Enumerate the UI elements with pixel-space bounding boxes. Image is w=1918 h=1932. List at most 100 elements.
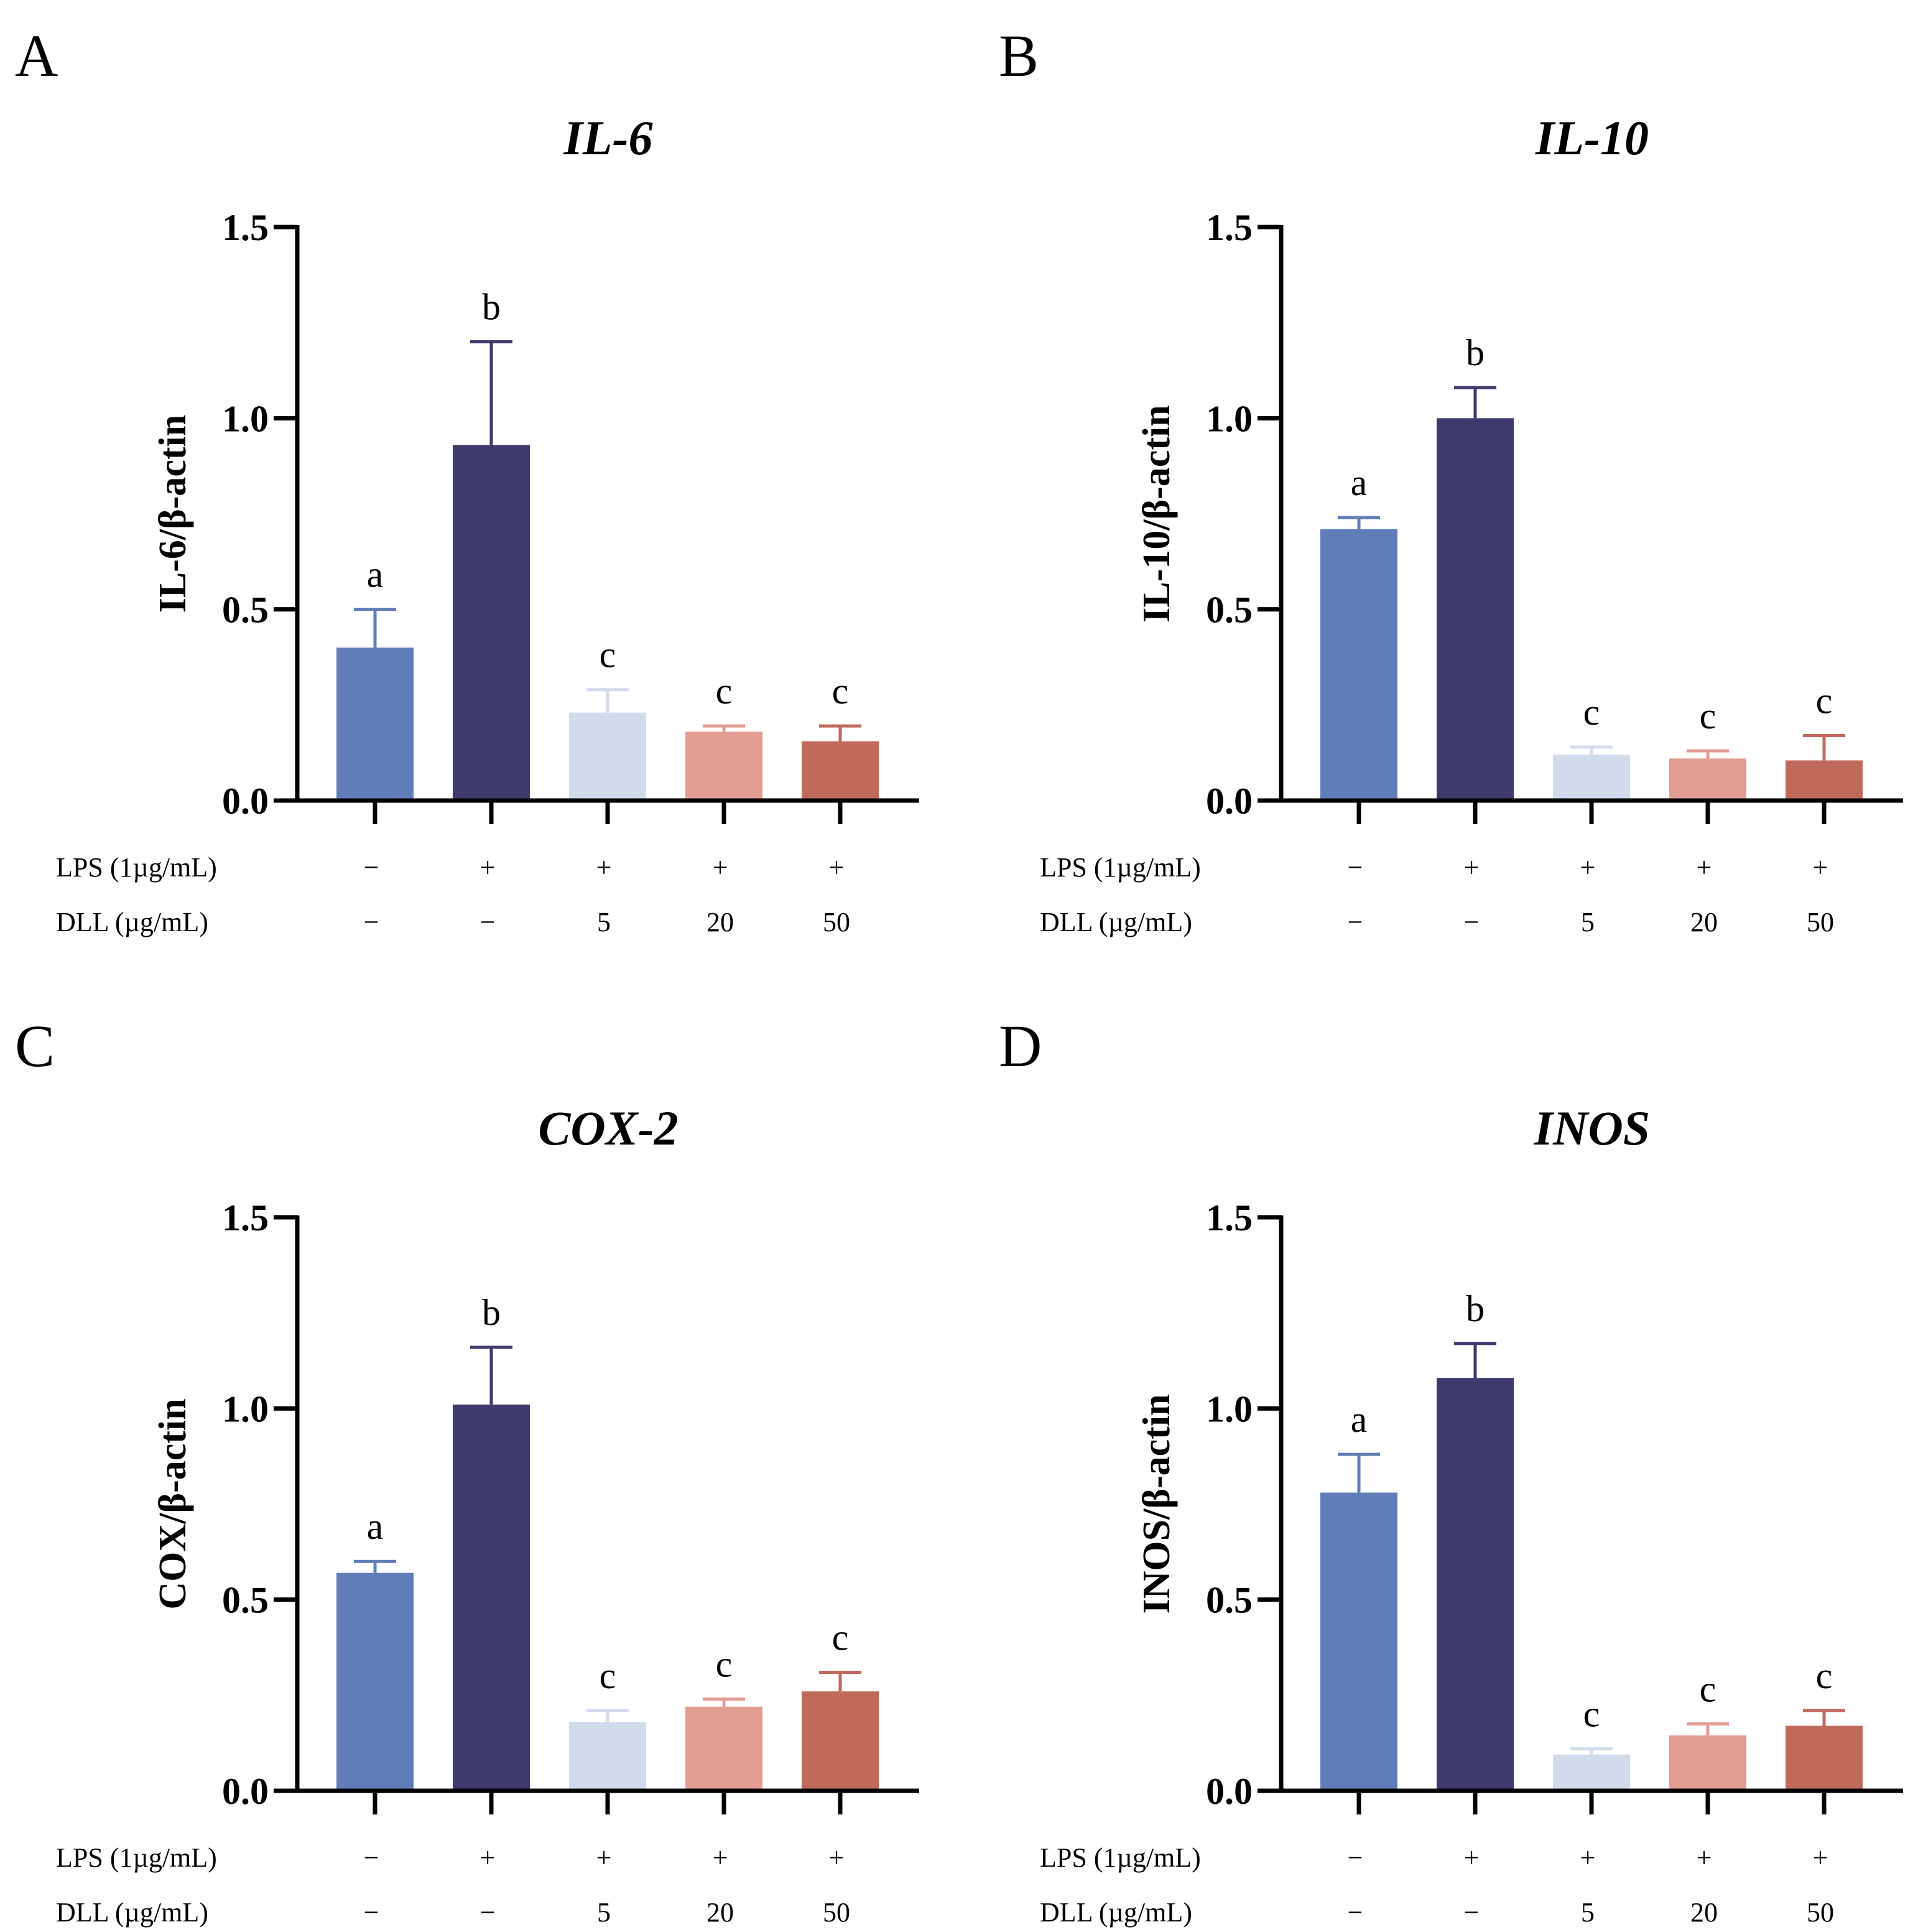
lps-row-label: LPS (1µg/mL) (1040, 1842, 1201, 1873)
lps-condition: + (829, 852, 845, 883)
significance-label: a (367, 554, 384, 595)
dll-condition: 50 (1807, 907, 1834, 937)
chart-title: IL-10 (1535, 111, 1649, 165)
significance-label: c (716, 671, 733, 712)
dll-condition: − (480, 907, 496, 937)
y-tick-label: 1.5 (222, 1197, 269, 1238)
dll-condition: − (1348, 907, 1363, 937)
chart-panel-b: B IL-10 IL-10/β-actin a − − b + − c +5 c +20 c +50 0.0 0… (999, 22, 1903, 937)
lps-condition: + (1464, 1842, 1480, 1873)
lps-condition: + (480, 852, 496, 883)
dll-condition: 5 (1581, 907, 1595, 937)
dll-condition: − (1464, 1897, 1480, 1928)
lps-condition: − (1348, 852, 1363, 883)
y-tick-label: 1.5 (1206, 207, 1253, 248)
bar (336, 1572, 414, 1791)
bar (1320, 529, 1397, 801)
significance-label: c (716, 1643, 733, 1684)
lps-condition: − (364, 852, 379, 883)
bar (336, 648, 414, 801)
dll-row-label: DLL (µg/mL) (1040, 907, 1192, 937)
lps-row-label: LPS (1µg/mL) (1040, 852, 1201, 883)
y-axis-label: IL-10/β-actin (1136, 405, 1178, 623)
significance-label: c (600, 634, 616, 676)
y-tick-label: 1.0 (222, 1388, 269, 1429)
lps-condition: + (480, 1842, 496, 1873)
bar (1786, 760, 1863, 801)
significance-label: c (1583, 692, 1600, 733)
dll-condition: 5 (597, 907, 611, 937)
bar (1553, 1754, 1630, 1791)
significance-label: c (600, 1655, 616, 1696)
lps-condition: + (1580, 852, 1596, 883)
y-tick-label: 0.5 (222, 590, 269, 631)
y-tick-label: 1.0 (1206, 1388, 1253, 1429)
panel-letter: C (15, 1013, 55, 1079)
lps-condition: + (1697, 852, 1712, 883)
bar (1786, 1725, 1863, 1791)
lps-condition: + (713, 1842, 728, 1873)
lps-condition: + (713, 852, 728, 883)
bar (1553, 755, 1630, 801)
chart-title: COX-2 (538, 1101, 678, 1155)
dll-condition: 20 (707, 907, 734, 937)
y-tick-label: 0.5 (222, 1580, 269, 1621)
dll-condition: 20 (1690, 1897, 1718, 1928)
bar (1320, 1492, 1397, 1791)
lps-condition: + (596, 1842, 612, 1873)
lps-condition: + (1464, 852, 1480, 883)
bar (1437, 418, 1514, 801)
dll-row-label: DLL (µg/mL) (56, 907, 208, 937)
significance-label: c (1583, 1693, 1600, 1734)
significance-label: c (1816, 680, 1833, 722)
dll-row-label: DLL (µg/mL) (1040, 1897, 1192, 1928)
significance-label: b (1466, 332, 1485, 373)
lps-condition: + (1813, 852, 1828, 883)
bar (802, 1691, 879, 1791)
bar (802, 741, 879, 801)
y-axis-label: IL-6/β-actin (152, 415, 194, 613)
bar (569, 712, 646, 801)
dll-condition: − (480, 1897, 496, 1928)
dll-condition: 20 (707, 1897, 734, 1928)
y-tick-label: 1.5 (222, 207, 269, 248)
lps-condition: + (1697, 1842, 1712, 1873)
bar (685, 731, 762, 801)
dll-condition: 50 (1807, 1897, 1834, 1928)
significance-label: a (1351, 1399, 1368, 1440)
dll-condition: 5 (1581, 1897, 1595, 1928)
y-tick-label: 1.0 (1206, 398, 1253, 439)
dll-condition: 50 (823, 907, 850, 937)
significance-label: c (1700, 1668, 1716, 1709)
lps-condition: + (1580, 1842, 1596, 1873)
y-axis-label: COX/β-actin (152, 1398, 194, 1609)
y-tick-label: 1.0 (222, 398, 269, 439)
y-tick-label: 0.0 (1206, 1771, 1253, 1812)
dll-condition: − (364, 1897, 379, 1928)
y-tick-label: 0.0 (1206, 781, 1253, 822)
panel-letter: B (999, 22, 1039, 89)
chart-panel-d: D INOS INOS/β-actin a − − b + − c +5 c +20 c +50 0.0 0.5… (999, 1013, 1903, 1928)
bar (1669, 1735, 1746, 1791)
significance-label: a (1351, 462, 1368, 503)
dll-condition: 50 (823, 1897, 850, 1928)
significance-label: b (482, 286, 501, 327)
y-tick-label: 1.5 (1206, 1197, 1253, 1238)
dll-condition: − (364, 907, 379, 937)
bar (453, 445, 530, 801)
y-tick-label: 0.0 (222, 1771, 269, 1812)
significance-label: b (1466, 1288, 1485, 1329)
bar (1437, 1378, 1514, 1791)
y-axis-label: INOS/β-actin (1136, 1394, 1178, 1614)
panel-letter: A (15, 22, 58, 89)
lps-row-label: LPS (1µg/mL) (56, 1842, 217, 1873)
lps-row-label: LPS (1µg/mL) (56, 852, 217, 883)
significance-label: c (832, 1617, 849, 1658)
lps-condition: + (1813, 1842, 1828, 1873)
chart-panel-c: C COX-2 COX/β-actin a − − b + − c +5 c +20 c +50 0.0 0.5… (15, 1013, 919, 1928)
chart-title: INOS (1534, 1101, 1650, 1155)
y-tick-label: 0.5 (1206, 1580, 1253, 1621)
bar (685, 1706, 762, 1791)
chart-title: IL-6 (563, 111, 653, 165)
